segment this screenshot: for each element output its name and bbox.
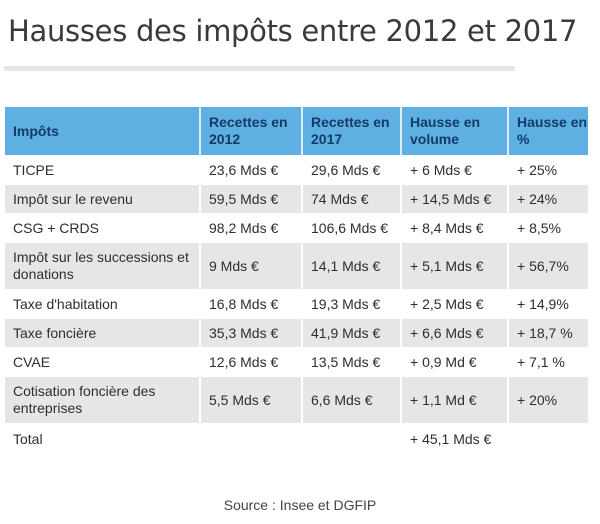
- cell-recettes-2017: 13,5 Mds €: [302, 347, 402, 377]
- total-empty-pct: [508, 423, 588, 454]
- cell-hausse-pct: + 56,7%: [508, 242, 588, 290]
- header-hausse-volume: Hausse en volume: [401, 107, 509, 156]
- table-row: CVAE 12,6 Mds € 13,5 Mds € + 0,9 Md € + …: [5, 347, 588, 377]
- cell-impot: Taxe foncière: [5, 318, 201, 348]
- total-row: Total + 45,1 Mds €: [5, 423, 588, 454]
- cell-impot: TICPE: [5, 155, 201, 185]
- total-label: Total: [5, 423, 201, 454]
- header-recettes-2012: Recettes en 2012: [200, 107, 303, 156]
- table-row: Taxe d'habitation 16,8 Mds € 19,3 Mds € …: [5, 289, 588, 319]
- cell-impot: CVAE: [5, 347, 201, 377]
- total-empty-2012: [200, 423, 303, 454]
- cell-recettes-2012: 16,8 Mds €: [200, 289, 303, 319]
- header-recettes-2017: Recettes en 2017: [302, 107, 402, 156]
- cell-hausse-pct: + 18,7 %: [508, 318, 588, 348]
- table-header-row: Impôts Recettes en 2012 Recettes en 2017…: [5, 107, 588, 156]
- cell-hausse-volume: + 6,6 Mds €: [401, 318, 509, 348]
- header-hausse-pct: Hausse en %: [508, 107, 588, 156]
- cell-hausse-pct: + 14,9%: [517, 295, 569, 312]
- cell-hausse-pct: + 25%: [517, 161, 558, 178]
- cell-impot: Impôt sur le revenu: [5, 184, 201, 214]
- cell-recettes-2017: 19,3 Mds €: [302, 289, 402, 319]
- source-note: Source : Insee et DGFIP: [223, 497, 377, 513]
- cell-hausse-volume: + 6 Mds €: [401, 155, 509, 185]
- total-empty-2017: [302, 423, 402, 454]
- cell-impot: Impôt sur les successions et donations: [5, 242, 201, 290]
- cell-recettes-2017: 41,9 Mds €: [302, 318, 402, 348]
- cell-hausse-volume: + 2,5 Mds €: [401, 289, 509, 319]
- table-row: Taxe foncière 35,3 Mds € 41,9 Mds € + 6,…: [5, 318, 588, 348]
- cell-impot: Cotisation foncière des entreprises: [5, 376, 201, 424]
- cell-recettes-2012: 98,2 Mds €: [200, 213, 303, 243]
- cell-hausse-volume: + 1,1 Md €: [401, 376, 509, 424]
- table-row: Impôt sur les successions et donations 9…: [5, 242, 588, 290]
- cell-impot: Taxe d'habitation: [5, 289, 201, 319]
- cell-recettes-2012: 9 Mds €: [200, 242, 303, 290]
- cell-hausse-volume: + 8,4 Mds €: [401, 213, 509, 243]
- page-title: Hausses des impôts entre 2012 et 2017: [8, 14, 578, 48]
- cell-hausse-pct: + 24%: [508, 184, 588, 214]
- cell-recettes-2012: 59,5 Mds €: [200, 184, 303, 214]
- table-row: Cotisation foncière des entreprises 5,5 …: [5, 376, 588, 424]
- cell-recettes-2012: 23,6 Mds €: [200, 155, 303, 185]
- title-divider: [4, 66, 515, 71]
- cell-hausse-pct: + 7,1 %: [517, 353, 565, 370]
- total-volume: + 45,1 Mds €: [401, 423, 509, 454]
- cell-hausse-pct: + 8,5%: [517, 219, 561, 236]
- cell-recettes-2017: 74 Mds €: [302, 184, 402, 214]
- tax-table: Impôts Recettes en 2012 Recettes en 2017…: [5, 107, 588, 454]
- header-impots: Impôts: [5, 107, 201, 156]
- cell-hausse-pct: + 20%: [508, 376, 588, 424]
- table-row: Impôt sur le revenu 59,5 Mds € 74 Mds € …: [5, 184, 588, 214]
- cell-recettes-2017: 6,6 Mds €: [302, 376, 402, 424]
- table-row: TICPE 23,6 Mds € 29,6 Mds € + 6 Mds € + …: [5, 155, 588, 185]
- cell-recettes-2017: 106,6 Mds €: [302, 213, 402, 243]
- cell-hausse-volume: + 5,1 Mds €: [401, 242, 509, 290]
- cell-recettes-2017: 29,6 Mds €: [302, 155, 402, 185]
- cell-hausse-volume: + 0,9 Md €: [401, 347, 509, 377]
- table-row: CSG + CRDS 98,2 Mds € 106,6 Mds € + 8,4 …: [5, 213, 588, 243]
- cell-impot: CSG + CRDS: [5, 213, 201, 243]
- cell-recettes-2017: 14,1 Mds €: [302, 242, 402, 290]
- cell-recettes-2012: 35,3 Mds €: [200, 318, 303, 348]
- cell-hausse-volume: + 14,5 Mds €: [401, 184, 509, 214]
- cell-recettes-2012: 12,6 Mds €: [200, 347, 303, 377]
- cell-recettes-2012: 5,5 Mds €: [200, 376, 303, 424]
